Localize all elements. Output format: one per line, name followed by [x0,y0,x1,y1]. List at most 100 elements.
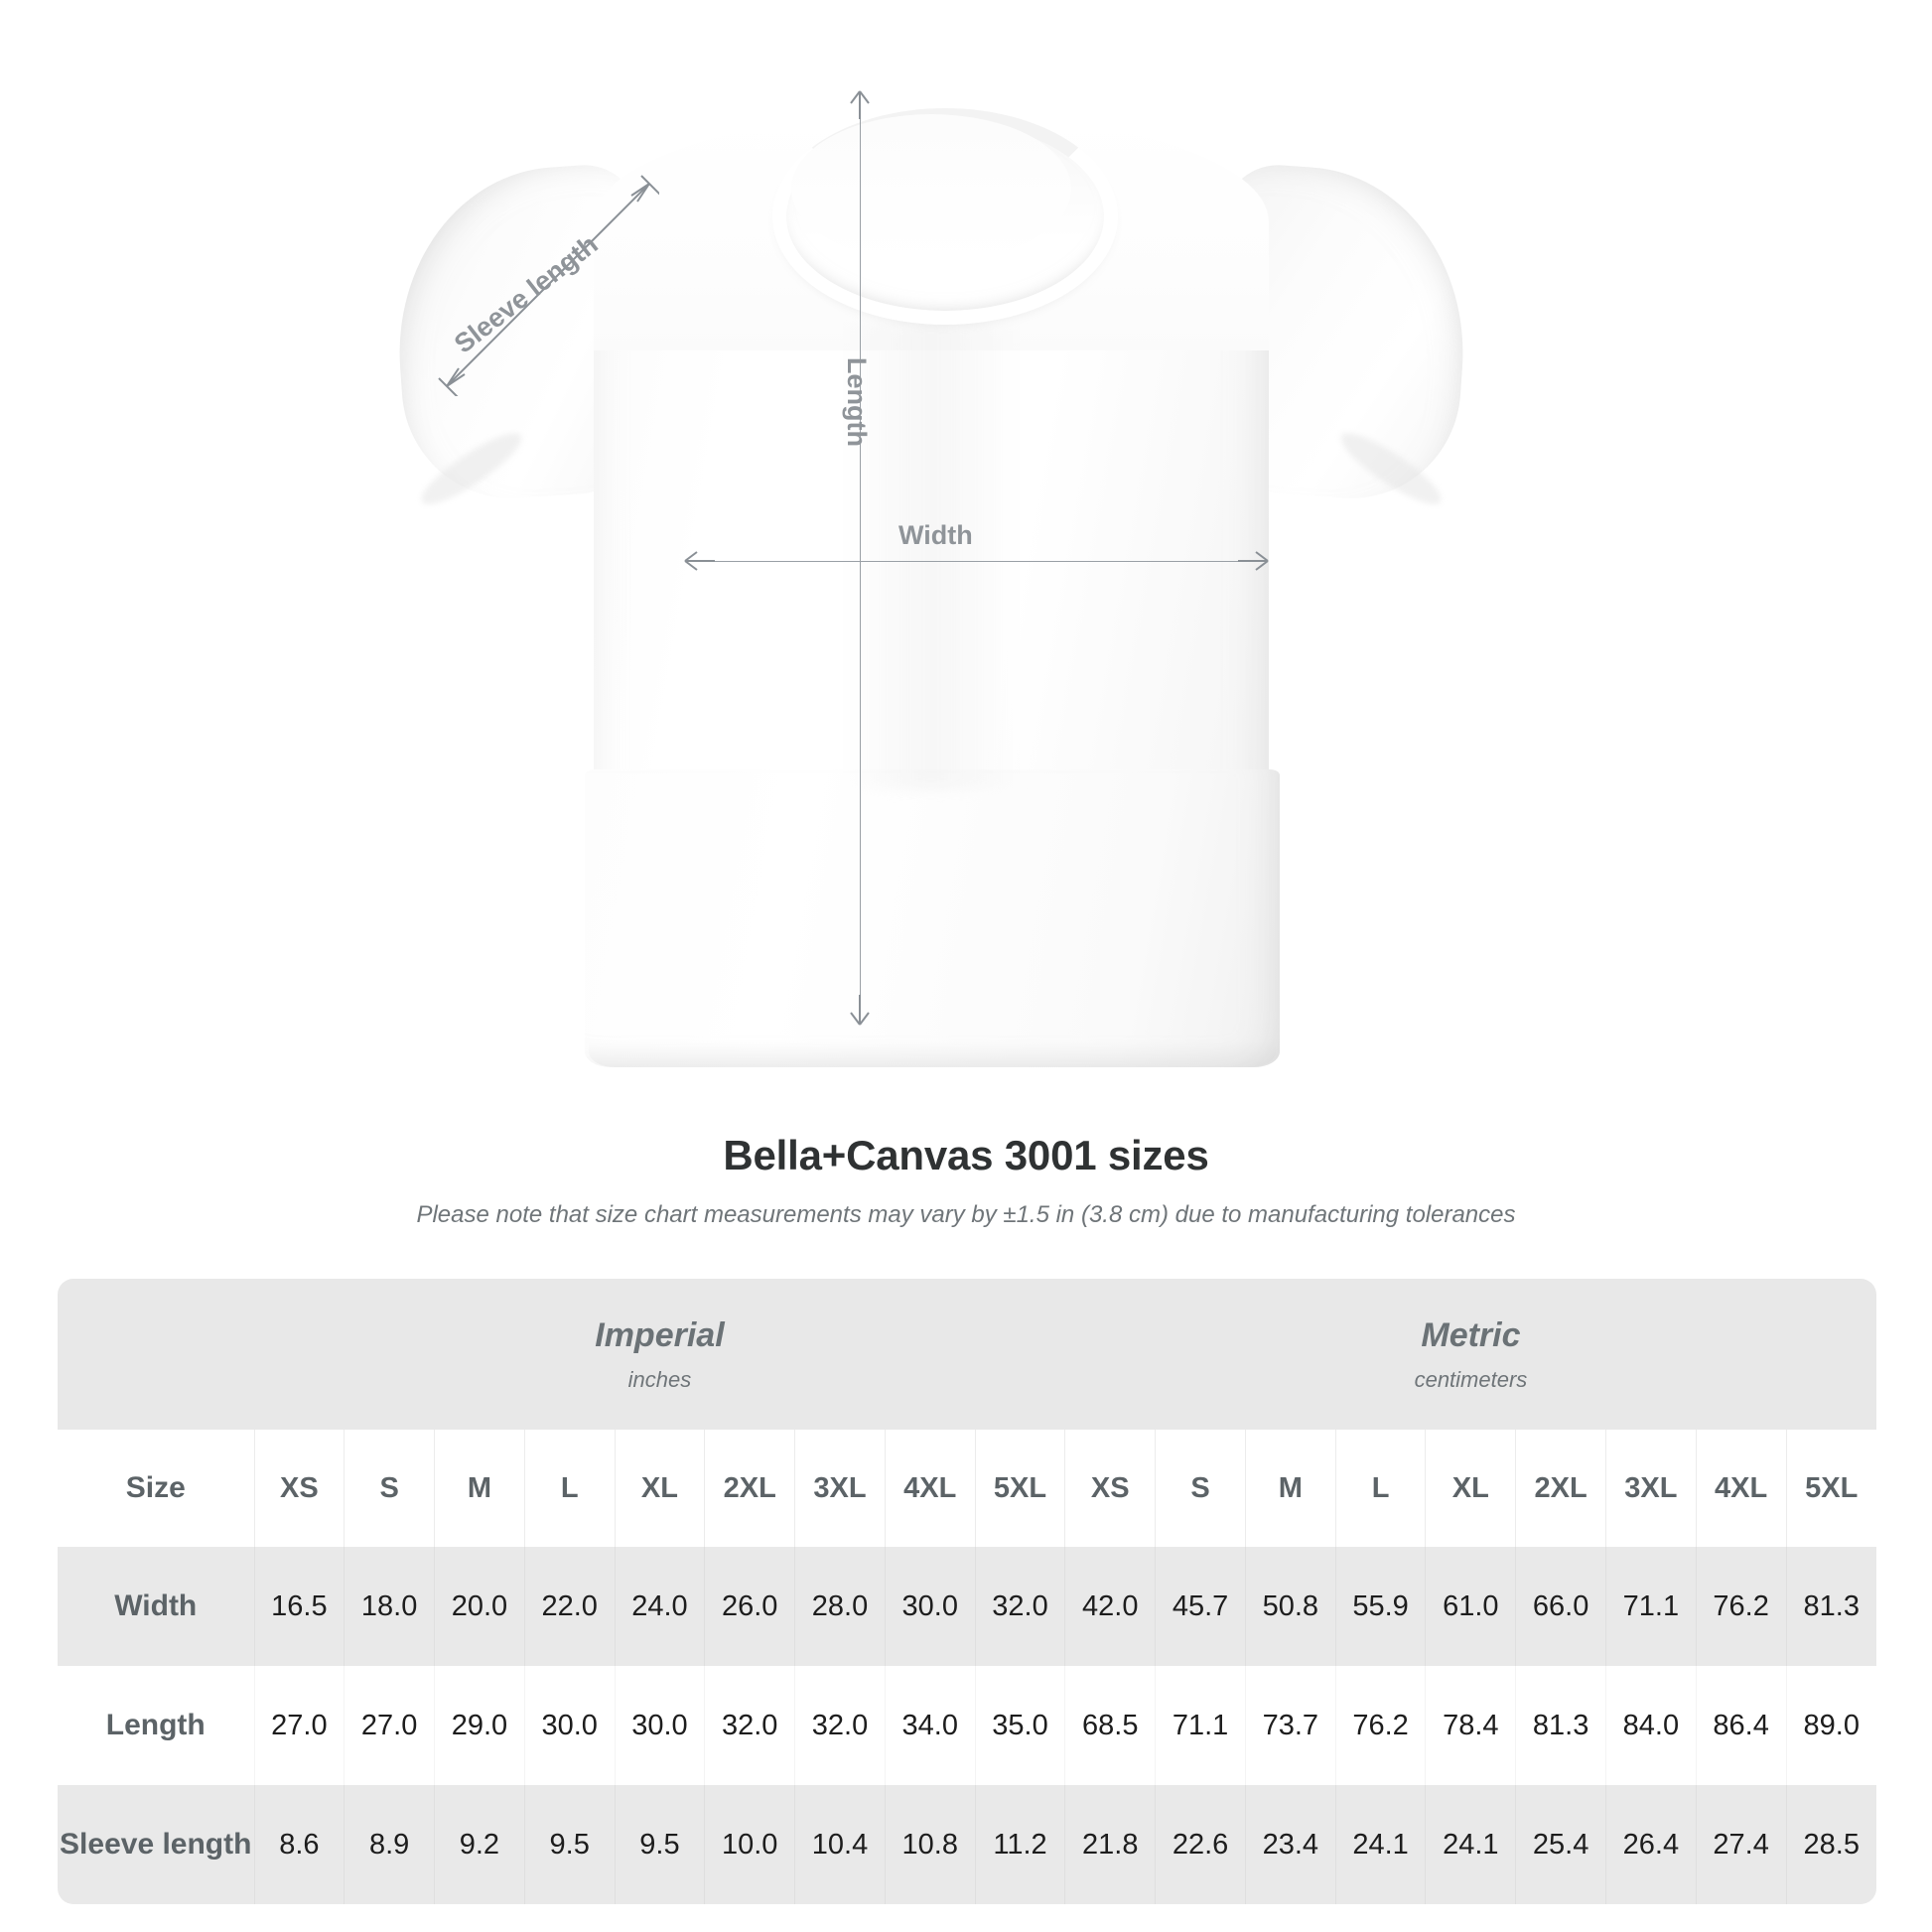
cell-width-imperial-3xl: 28.0 [794,1547,886,1666]
cell-length-imperial-3xl: 32.0 [794,1666,886,1785]
size-header-row: Size XS S M L XL 2XL 3XL 4XL 5XL XS S M L XL 2XL 3XL 4XL 5… [58,1430,1876,1547]
cell-sleeve-length-metric-2xl: 25.4 [1515,1785,1606,1904]
cell-sleeve-length-imperial-2xl: 10.0 [704,1785,795,1904]
size-header-xs: XS [1064,1430,1156,1547]
cell-sleeve-length-metric-3xl: 26.4 [1604,1785,1697,1904]
cell-sleeve-length-imperial-3xl: 10.4 [794,1785,886,1904]
size-header-s: S [344,1430,435,1547]
size-header-4xl: 4XL [884,1430,976,1547]
width-measure-line [695,561,1256,562]
cell-sleeve-length-imperial-xs: 8.6 [253,1785,345,1904]
cell-width-imperial-l: 22.0 [523,1547,616,1666]
unit-group-metric: Metric centimeters [1064,1279,1876,1430]
cell-length-metric-l: 76.2 [1334,1666,1426,1785]
cell-length-metric-4xl: 86.4 [1695,1666,1787,1785]
row-label: Width [58,1547,254,1666]
cell-width-metric-4xl: 76.2 [1695,1547,1787,1666]
size-header-5xl: 5XL [974,1430,1065,1547]
cell-length-metric-xl: 78.4 [1425,1666,1516,1785]
cell-length-imperial-xs: 27.0 [253,1666,345,1785]
length-arrow-bottom-icon [850,995,870,1026]
size-header-xl: XL [614,1430,705,1547]
tshirt-diagram: Length Width Sleeve length [386,74,1476,1067]
cell-width-metric-xl: 61.0 [1425,1547,1516,1666]
unit-group-sub: inches [627,1366,692,1392]
cell-length-imperial-4xl: 34.0 [884,1666,976,1785]
cell-length-metric-3xl: 84.0 [1604,1666,1697,1785]
sleeve-measure-line [438,175,659,396]
cell-length-imperial-m: 29.0 [434,1666,525,1785]
cell-width-imperial-xs: 16.5 [253,1547,345,1666]
size-header-xs: XS [253,1430,345,1547]
cell-sleeve-length-metric-m: 23.4 [1244,1785,1336,1904]
cell-sleeve-length-imperial-s: 8.9 [344,1785,435,1904]
chart-disclaimer: Please note that size chart measurements… [416,1201,1516,1228]
length-arrow-top-icon [850,90,870,119]
table-corner [58,1279,254,1430]
size-header-l: L [523,1430,616,1547]
row-label: Length [58,1666,254,1785]
chart-title: Bella+Canvas 3001 sizes [723,1132,1209,1178]
size-header-xl: XL [1425,1430,1516,1547]
cell-width-metric-l: 55.9 [1334,1547,1426,1666]
size-header-l: L [1334,1430,1426,1547]
size-header-3xl: 3XL [794,1430,886,1547]
size-header-s: S [1155,1430,1246,1547]
row-label: Sleeve length [58,1785,254,1904]
cell-sleeve-length-metric-4xl: 27.4 [1695,1785,1787,1904]
unit-group-imperial: Imperial inches [254,1279,1065,1430]
unit-group-name: Metric [1421,1315,1521,1354]
tshirt-hem [585,769,1280,1067]
length-label: Length [842,357,872,447]
table-row: Width 16.5 18.0 20.0 22.0 24.0 26.0 28.0 30.0 32.… [58,1547,1876,1666]
table-row: Sleeve length 8.6 8.9 9.2 9.5 9.5 10.0 10.4 10.8… [58,1785,1876,1904]
title-block: Bella+Canvas 3001 sizes Please note that… [0,1132,1932,1229]
cell-sleeve-length-imperial-m: 9.2 [434,1785,525,1904]
size-table-wrapper: Imperial inches Metric centimeters Size XS S M L… [58,1279,1876,1904]
size-header-5xl: 5XL [1785,1430,1876,1547]
width-arrow-left-icon [684,551,715,571]
unit-group-sub: centimeters [1414,1366,1528,1392]
cell-length-imperial-xl: 30.0 [614,1666,705,1785]
width-label: Width [898,520,973,550]
cell-sleeve-length-metric-l: 24.1 [1334,1785,1426,1904]
cell-sleeve-length-metric-s: 22.6 [1155,1785,1246,1904]
cell-length-metric-5xl: 89.0 [1785,1666,1876,1785]
cell-sleeve-length-imperial-4xl: 10.8 [884,1785,976,1904]
cell-length-metric-2xl: 81.3 [1515,1666,1606,1785]
unit-group-name: Imperial [595,1315,725,1354]
cell-length-metric-m: 73.7 [1244,1666,1336,1785]
cell-sleeve-length-metric-5xl: 28.5 [1785,1785,1876,1904]
cell-width-imperial-5xl: 32.0 [974,1547,1065,1666]
cell-sleeve-length-imperial-5xl: 11.2 [974,1785,1065,1904]
cell-width-imperial-xl: 24.0 [614,1547,705,1666]
width-arrow-right-icon [1238,551,1269,571]
cell-length-imperial-l: 30.0 [523,1666,616,1785]
cell-width-imperial-2xl: 26.0 [704,1547,795,1666]
size-header-2xl: 2XL [704,1430,795,1547]
cell-width-metric-xs: 42.0 [1064,1547,1156,1666]
cell-length-metric-xs: 68.5 [1064,1666,1156,1785]
table-row: Length 27.0 27.0 29.0 30.0 30.0 32.0 32.0 34.0 35… [58,1666,1876,1785]
cell-width-metric-5xl: 81.3 [1785,1547,1876,1666]
cell-sleeve-length-metric-xs: 21.8 [1064,1785,1156,1904]
cell-width-imperial-s: 18.0 [344,1547,435,1666]
size-header-m: M [434,1430,525,1547]
size-header-label: Size [58,1430,254,1547]
size-header-4xl: 4XL [1695,1430,1787,1547]
size-header-2xl: 2XL [1515,1430,1606,1547]
size-header-3xl: 3XL [1604,1430,1697,1547]
cell-width-metric-3xl: 71.1 [1604,1547,1697,1666]
cell-length-imperial-5xl: 35.0 [974,1666,1065,1785]
cell-width-metric-m: 50.8 [1244,1547,1336,1666]
cell-sleeve-length-imperial-l: 9.5 [523,1785,616,1904]
tshirt-illustration [386,74,1476,1067]
cell-sleeve-length-imperial-xl: 9.5 [614,1785,705,1904]
fabric-shading [842,323,1021,789]
cell-length-imperial-2xl: 32.0 [704,1666,795,1785]
cell-length-imperial-s: 27.0 [344,1666,435,1785]
neck-opening [791,114,1071,263]
cell-width-metric-s: 45.7 [1155,1547,1246,1666]
size-header-m: M [1244,1430,1336,1547]
